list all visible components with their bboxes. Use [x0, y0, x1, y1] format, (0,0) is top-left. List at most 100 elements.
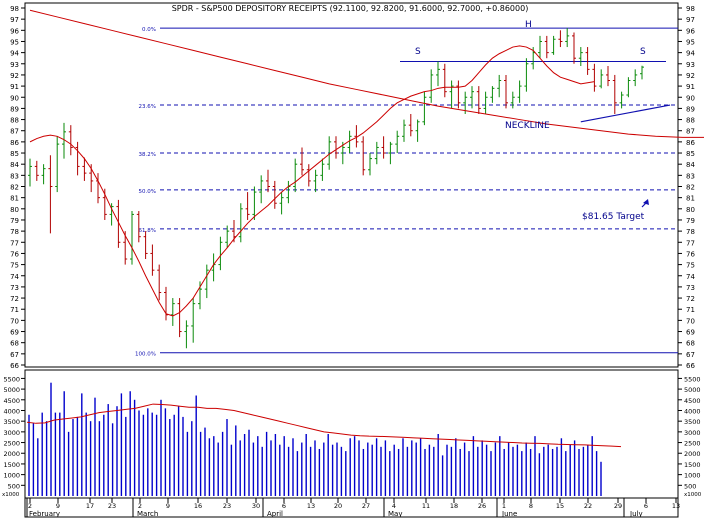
price-tick-label: 88	[686, 117, 695, 125]
vol-tick-label-left: 3000	[3, 429, 20, 437]
pattern-annotations: S H S NECKLINE $81.65 Target	[415, 20, 649, 222]
date-day-label: 8	[529, 502, 533, 510]
price-axis: 66 66 67 67 68 68 69 69 70 70 71 71 72 72 73 73 74 74 75 75…	[10, 5, 695, 370]
price-tick-label-left: 91	[10, 83, 19, 91]
date-month-label: May	[388, 510, 402, 518]
date-day-label: 30	[252, 502, 260, 510]
price-tick-label-left: 93	[10, 61, 19, 69]
vol-unit-label-left: x1000	[2, 492, 20, 498]
price-tick-label-left: 94	[10, 50, 19, 58]
date-day-label: 15	[556, 502, 564, 510]
price-tick-label-left: 87	[10, 128, 19, 136]
price-tick-label: 79	[686, 217, 695, 225]
target-label: $81.65 Target	[582, 212, 645, 222]
price-tick-label-left: 92	[10, 72, 19, 80]
price-tick-label: 73	[686, 284, 695, 292]
price-tick-label-left: 89	[10, 105, 19, 113]
vol-tick-label-left: 1500	[3, 461, 20, 469]
price-tick-label: 80	[686, 206, 695, 214]
price-tick-label-left: 72	[10, 295, 19, 303]
date-axis-frame	[24, 497, 679, 518]
vol-tick-label-left: 3500	[3, 418, 20, 426]
price-tick-label-left: 98	[10, 5, 19, 13]
vol-tick-label-left: 1000	[3, 472, 20, 480]
vol-tick-label: 5500	[684, 375, 701, 383]
volume-bars	[28, 382, 602, 496]
price-tick-label: 66	[686, 362, 695, 370]
fib-label: 0.0%	[142, 27, 156, 33]
price-tick-label: 74	[686, 273, 695, 281]
price-tick-label: 83	[686, 172, 695, 180]
price-tick-label: 87	[686, 128, 695, 136]
date-day-label: 11	[422, 502, 430, 510]
vol-tick-label: 1500	[684, 461, 701, 469]
price-tick-label-left: 88	[10, 117, 19, 125]
price-tick-label-left: 83	[10, 172, 19, 180]
vol-tick-label-left: 4000	[3, 407, 20, 415]
price-tick-label: 81	[686, 195, 695, 203]
neckline-label: NECKLINE	[505, 121, 550, 131]
date-day-label: 23	[223, 502, 231, 510]
date-month-label: April	[267, 510, 283, 518]
price-tick-label-left: 68	[10, 340, 19, 348]
price-tick-label-left: 66	[10, 362, 19, 370]
date-month-label: March	[137, 510, 158, 518]
vol-tick-label: 5000	[684, 386, 701, 394]
date-month-label: July	[629, 510, 643, 518]
moving-averages	[29, 9, 704, 317]
price-tick-label-left: 78	[10, 228, 19, 236]
date-day-label: 18	[450, 502, 458, 510]
price-tick-label-left: 95	[10, 38, 19, 46]
date-day-label: 1	[502, 502, 506, 510]
date-day-label: 13	[672, 502, 680, 510]
price-tick-label: 90	[686, 94, 695, 102]
fib-label: 38.2%	[139, 152, 156, 158]
price-tick-label-left: 90	[10, 94, 19, 102]
price-tick-label-left: 76	[10, 250, 19, 258]
vol-tick-label: 1000	[684, 472, 701, 480]
price-bars	[28, 28, 644, 349]
date-day-label: 6	[644, 502, 648, 510]
price-tick-label: 89	[686, 105, 695, 113]
price-tick-label: 77	[686, 239, 695, 247]
date-month-label: June	[501, 510, 517, 518]
price-tick-label-left: 82	[10, 184, 19, 192]
date-day-label: 16	[194, 502, 202, 510]
price-tick-label-left: 71	[10, 306, 19, 314]
price-tick-label: 92	[686, 72, 695, 80]
price-tick-label: 76	[686, 250, 695, 258]
left-shoulder-label: S	[415, 47, 421, 57]
price-tick-label: 71	[686, 306, 695, 314]
date-month-label: February	[29, 510, 60, 518]
date-day-label: 23	[108, 502, 116, 510]
fib-label: 100.0%	[135, 352, 156, 358]
fib-label: 50.0%	[139, 189, 156, 195]
price-tick-label: 91	[686, 83, 695, 91]
price-tick-label: 78	[686, 228, 695, 236]
price-tick-label: 86	[686, 139, 695, 147]
ma-long-line	[29, 9, 704, 138]
volume-axis: 500 500 1000 1000 1500 1500 2000 2000 2500 2500 30…	[2, 375, 702, 498]
vol-tick-label: 4500	[684, 397, 701, 405]
vol-unit-label-right: x1000	[684, 492, 702, 498]
price-tick-label: 82	[686, 184, 695, 192]
vol-tick-label: 2500	[684, 440, 701, 448]
price-tick-label-left: 96	[10, 27, 19, 35]
price-tick-label: 69	[686, 329, 695, 337]
price-tick-label-left: 67	[10, 351, 19, 359]
price-tick-label-left: 70	[10, 317, 19, 325]
price-tick-label: 84	[686, 161, 695, 169]
date-axis: 2 9 17 23 2 9 16 23 30 6 13 20 27 4 11 18 26 1 8 15 22 29 6 13F…	[26, 498, 680, 518]
price-tick-label: 96	[686, 27, 695, 35]
vol-tick-label: 4000	[684, 407, 701, 415]
price-tick-label: 75	[686, 262, 695, 270]
date-day-label: 29	[614, 502, 622, 510]
vol-tick-label: 2000	[684, 450, 701, 458]
volume-average	[26, 403, 622, 448]
vol-tick-label-left: 5500	[3, 375, 20, 383]
date-day-label: 4	[392, 502, 396, 510]
price-tick-label-left: 84	[10, 161, 19, 169]
vol-tick-label: 3000	[684, 429, 701, 437]
vol-tick-label: 3500	[684, 418, 701, 426]
